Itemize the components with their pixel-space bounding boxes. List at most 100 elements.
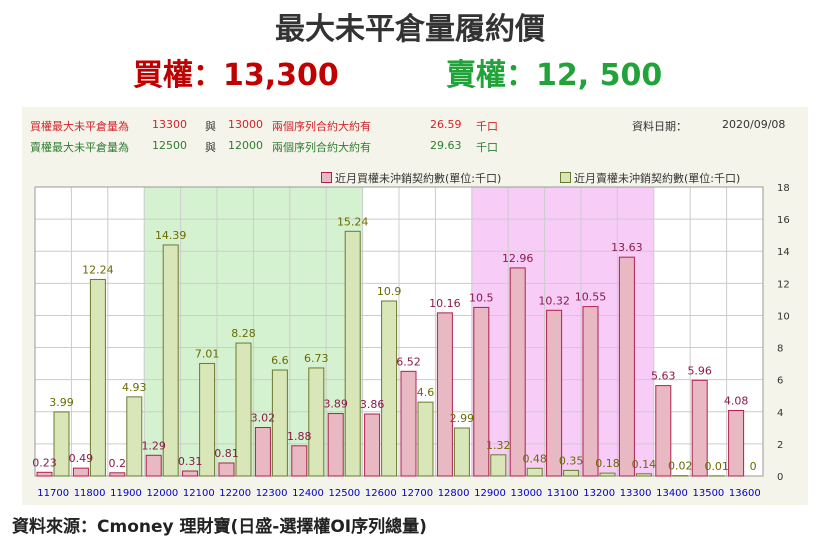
put-data-label: 1.32 [486,439,511,452]
y-tick-label: 18 [777,183,790,194]
call-info-prefix: 買權最大未平倉量為 [30,120,129,133]
call-bar [182,470,199,477]
put-data-label: 7.01 [195,347,220,360]
call-data-label: 6.52 [396,355,421,368]
call-data-label: 10.16 [429,297,461,310]
x-tick-label: 12500 [328,488,360,499]
put-bar [490,454,507,477]
call-data-label: 3.89 [323,398,348,411]
y-tick-label: 12 [777,279,790,290]
call-data-label: 13.63 [611,241,643,254]
put-info-a: 12500 [152,139,187,152]
y-tick-label: 2 [777,440,783,451]
put-headline-label: 賣權： [446,58,536,93]
y-tick-label: 10 [777,311,790,322]
call-bar [436,312,453,477]
call-headline-label: 買權： [133,58,223,93]
source-footer: 資料來源：Cmoney 理財寶(日盛-選擇權OI序列總量) [12,517,427,537]
call-data-label: 1.88 [287,430,312,443]
put-data-label: 3.99 [49,396,74,409]
put-bar [53,411,70,477]
put-bar [563,469,580,477]
page-title: 最大未平倉量履約價 [275,12,545,47]
x-tick-label: 12700 [401,488,433,499]
put-data-label: 0.48 [522,452,547,465]
put-data-label: 8.28 [231,327,256,340]
call-headline-value: 13,300 [223,58,339,93]
call-bar [291,445,308,477]
put-bar [381,300,398,477]
legend-put-swatch [560,172,571,183]
put-bar [599,472,616,477]
x-tick-label: 11900 [110,488,142,499]
call-bar [364,413,381,477]
call-bar [400,370,417,477]
x-tick-label: 13100 [547,488,579,499]
put-data-label: 0.01 [704,460,729,473]
put-bar [308,367,325,477]
call-bar [218,462,235,477]
x-tick-label: 13200 [583,488,615,499]
call-data-label: 0.49 [69,452,94,465]
x-tick-label: 11800 [74,488,106,499]
x-tick-label: 12000 [146,488,178,499]
date-label: 資料日期： [632,120,687,133]
call-info-conj: 與 [205,120,216,133]
y-tick-label: 0 [777,472,783,483]
put-data-label: 2.99 [450,412,475,425]
call-bar [655,385,672,477]
put-data-label: 0.02 [668,460,693,473]
y-tick-label: 4 [777,408,783,419]
put-headline: 賣權：12, 500 [446,50,662,94]
call-bar [254,427,271,477]
call-bar [72,467,89,477]
x-tick-label: 12200 [219,488,251,499]
put-info-b: 12000 [228,139,263,152]
y-tick-label: 14 [777,247,790,258]
y-tick-label: 16 [777,215,790,226]
x-tick-label: 13300 [620,488,652,499]
put-data-label: 6.73 [304,352,329,365]
call-bar [728,409,745,477]
call-data-label: 4.08 [724,394,749,407]
put-bar [199,362,216,477]
call-bar [36,471,53,477]
put-data-label: 0.18 [595,457,620,470]
x-tick-label: 13600 [729,488,761,499]
call-data-label: 5.96 [687,364,712,377]
call-info-value: 26.59 [430,118,462,131]
call-data-label: 10.32 [538,294,570,307]
call-bar [691,379,708,477]
put-bar [635,473,652,477]
put-bar [453,427,470,477]
legend-put: 近月賣權未沖銷契約數(單位:千口) [560,170,740,186]
call-data-label: 10.55 [575,291,607,304]
x-tick-label: 12400 [292,488,324,499]
put-bar [417,401,434,477]
call-headline: 買權：13,300 [133,50,339,94]
put-bar [235,342,252,477]
call-data-label: 0.2 [109,457,127,470]
call-data-label: 0.81 [214,447,239,460]
call-bar [327,413,344,477]
y-tick-label: 6 [777,376,783,387]
put-data-label: 4.93 [122,381,147,394]
call-bar [109,472,126,477]
put-bar [271,369,288,477]
put-data-label: 0.14 [632,458,657,471]
legend-call-label: 近月買權未沖銷契約數(單位:千口) [335,172,502,185]
call-data-label: 12.96 [502,252,534,265]
put-bar [526,467,543,477]
put-info-unit: 千口 [476,141,498,154]
plot-border [34,186,764,477]
call-data-label: 5.63 [651,370,676,383]
x-tick-label: 12900 [474,488,506,499]
put-bar [126,396,143,477]
call-info-b: 13000 [228,118,263,131]
call-info-a: 13300 [152,118,187,131]
call-bar [618,256,635,477]
date-value: 2020/09/08 [722,118,786,131]
put-info-conj: 與 [205,141,216,154]
call-info-text: 兩個序列合約大約有 [272,120,371,133]
